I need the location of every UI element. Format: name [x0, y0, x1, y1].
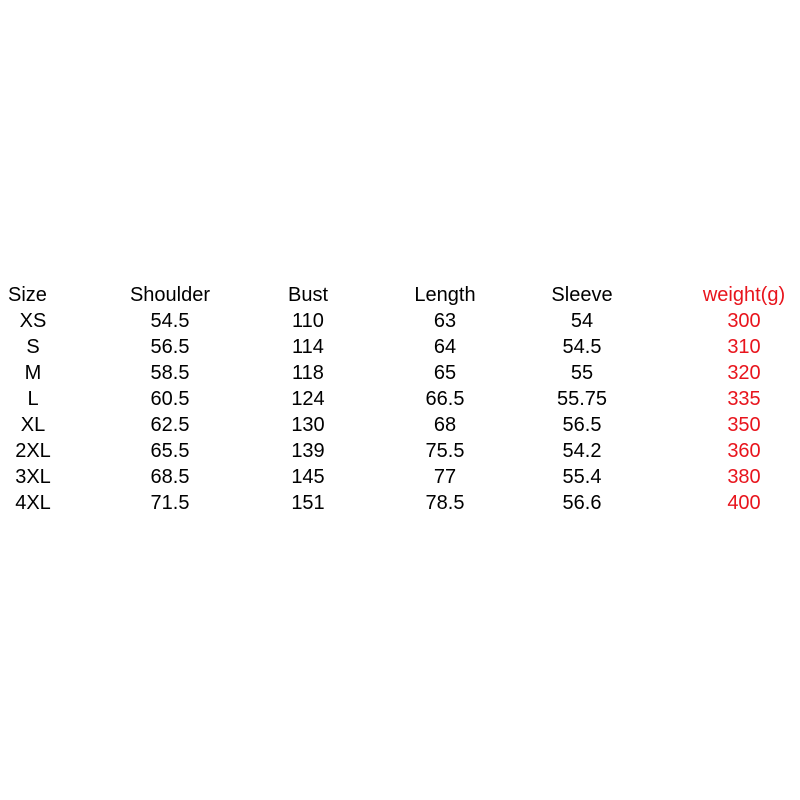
cell-length: 65	[433, 362, 457, 384]
cell-weight: 335	[727, 388, 761, 410]
cell-bust: 151	[291, 492, 325, 514]
cell-size: M	[24, 362, 42, 384]
cell-weight: 320	[727, 362, 761, 384]
table-row: XL 62.5 130 68 56.5 350	[0, 412, 800, 438]
cell-length: 75.5	[425, 440, 465, 462]
cell-size: XS	[19, 310, 47, 332]
cell-bust: 118	[292, 362, 324, 384]
cell-sleeve: 55.75	[556, 388, 608, 410]
cell-sleeve: 54.2	[562, 440, 602, 462]
header-bust: Bust	[287, 284, 329, 306]
header-length: Length	[414, 284, 476, 306]
cell-shoulder: 56.5	[150, 336, 190, 358]
cell-bust: 139	[291, 440, 325, 462]
cell-sleeve: 55.4	[562, 466, 602, 488]
cell-bust: 145	[291, 466, 325, 488]
header-weight: weight(g)	[702, 284, 786, 306]
table-row: XS 54.5 110 63 54 300	[0, 308, 800, 334]
cell-bust: 130	[291, 414, 325, 436]
cell-length: 64	[433, 336, 457, 358]
cell-weight: 360	[727, 440, 761, 462]
table-row: S 56.5 114 64 54.5 310	[0, 334, 800, 360]
table-row: L 60.5 124 66.5 55.75 335	[0, 386, 800, 412]
table-header-row: Size Shoulder Bust Length Sleeve weight(g)	[0, 282, 800, 308]
table-row: 3XL 68.5 145 77 55.4 380	[0, 464, 800, 490]
cell-sleeve: 54.5	[562, 336, 602, 358]
cell-shoulder: 58.5	[150, 362, 190, 384]
cell-sleeve: 55	[570, 362, 594, 384]
cell-size: XL	[20, 414, 46, 436]
table-row: 4XL 71.5 151 78.5 56.6 400	[0, 490, 800, 516]
cell-weight: 300	[727, 310, 761, 332]
header-size: Size	[8, 284, 47, 306]
cell-size: L	[27, 388, 39, 410]
cell-length: 78.5	[425, 492, 465, 514]
cell-size: 2XL	[15, 440, 51, 462]
cell-bust: 110	[292, 310, 324, 332]
cell-sleeve: 54	[570, 310, 594, 332]
cell-sleeve: 56.6	[562, 492, 602, 514]
cell-weight: 400	[727, 492, 761, 514]
cell-length: 63	[433, 310, 457, 332]
cell-length: 77	[433, 466, 457, 488]
cell-size: 4XL	[15, 492, 51, 514]
cell-shoulder: 65.5	[150, 440, 190, 462]
cell-weight: 380	[727, 466, 761, 488]
cell-bust: 114	[292, 336, 324, 358]
cell-shoulder: 62.5	[150, 414, 190, 436]
cell-size: 3XL	[15, 466, 51, 488]
header-shoulder: Shoulder	[129, 284, 211, 306]
table-row: M 58.5 118 65 55 320	[0, 360, 800, 386]
cell-bust: 124	[291, 388, 325, 410]
cell-sleeve: 56.5	[562, 414, 602, 436]
cell-shoulder: 68.5	[150, 466, 190, 488]
cell-weight: 310	[727, 336, 761, 358]
cell-shoulder: 60.5	[150, 388, 190, 410]
cell-size: S	[26, 336, 40, 358]
cell-shoulder: 54.5	[150, 310, 190, 332]
header-sleeve: Sleeve	[551, 284, 613, 306]
cell-shoulder: 71.5	[150, 492, 190, 514]
cell-length: 68	[433, 414, 457, 436]
cell-length: 66.5	[425, 388, 465, 410]
table-row: 2XL 65.5 139 75.5 54.2 360	[0, 438, 800, 464]
size-chart-table: Size Shoulder Bust Length Sleeve weight(g) XS 5…	[0, 282, 800, 516]
cell-weight: 350	[727, 414, 761, 436]
